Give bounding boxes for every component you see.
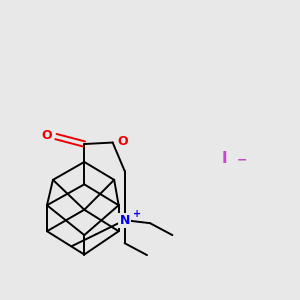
Text: I: I [222,152,227,166]
Text: −: − [237,153,247,166]
Text: +: + [133,208,141,219]
Text: O: O [41,130,52,142]
Text: O: O [117,135,128,148]
Text: N: N [119,214,130,227]
